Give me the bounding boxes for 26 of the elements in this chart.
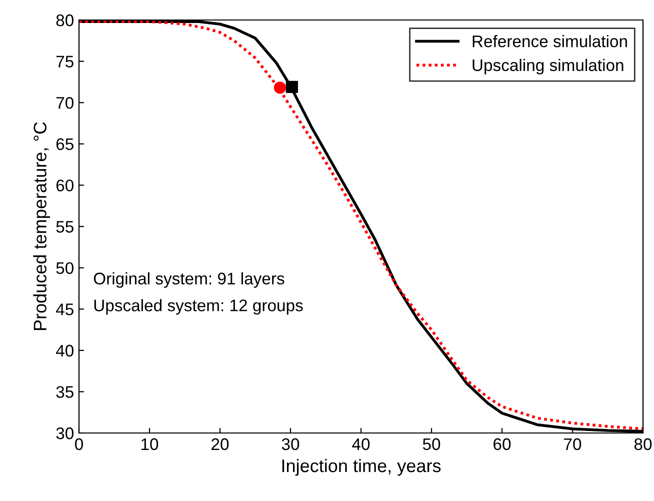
y-tick-label: 80 [56, 14, 74, 26]
x-tick-label: 60 [494, 438, 511, 450]
legend-label: Upscaling simulation [472, 58, 624, 74]
y-tick-label: 50 [56, 262, 74, 274]
x-axis-title: Injection time, years [282, 458, 441, 476]
y-tick-label: 75 [56, 56, 74, 68]
x-tick-label: 80 [634, 438, 652, 450]
x-tick-label: 40 [352, 438, 370, 450]
annotation: Upscaled system: 12 groups [94, 299, 303, 315]
y-tick-label: 65 [56, 138, 74, 150]
y-tick-label: 45 [56, 304, 74, 316]
legend-label: Reference simulation [472, 35, 627, 48]
y-tick-label: 55 [56, 221, 74, 233]
y-tick-label: 60 [56, 180, 74, 192]
x-tick-label: 30 [282, 438, 300, 450]
y-tick-label: 35 [56, 386, 74, 398]
x-tick-label: 20 [212, 438, 229, 450]
x-tick-label: 70 [564, 438, 582, 450]
y-tick-label: 30 [56, 427, 74, 440]
y-tick-label: 40 [56, 344, 74, 357]
x-tick-label: 50 [422, 438, 440, 450]
y-tick-label: 70 [56, 97, 74, 109]
y-axis-title: Produced temperature, °C [33, 122, 50, 330]
x-tick-label: 10 [142, 438, 158, 450]
annotation: Original system: 91 layers [94, 272, 284, 288]
x-tick-label: 0 [75, 438, 83, 450]
